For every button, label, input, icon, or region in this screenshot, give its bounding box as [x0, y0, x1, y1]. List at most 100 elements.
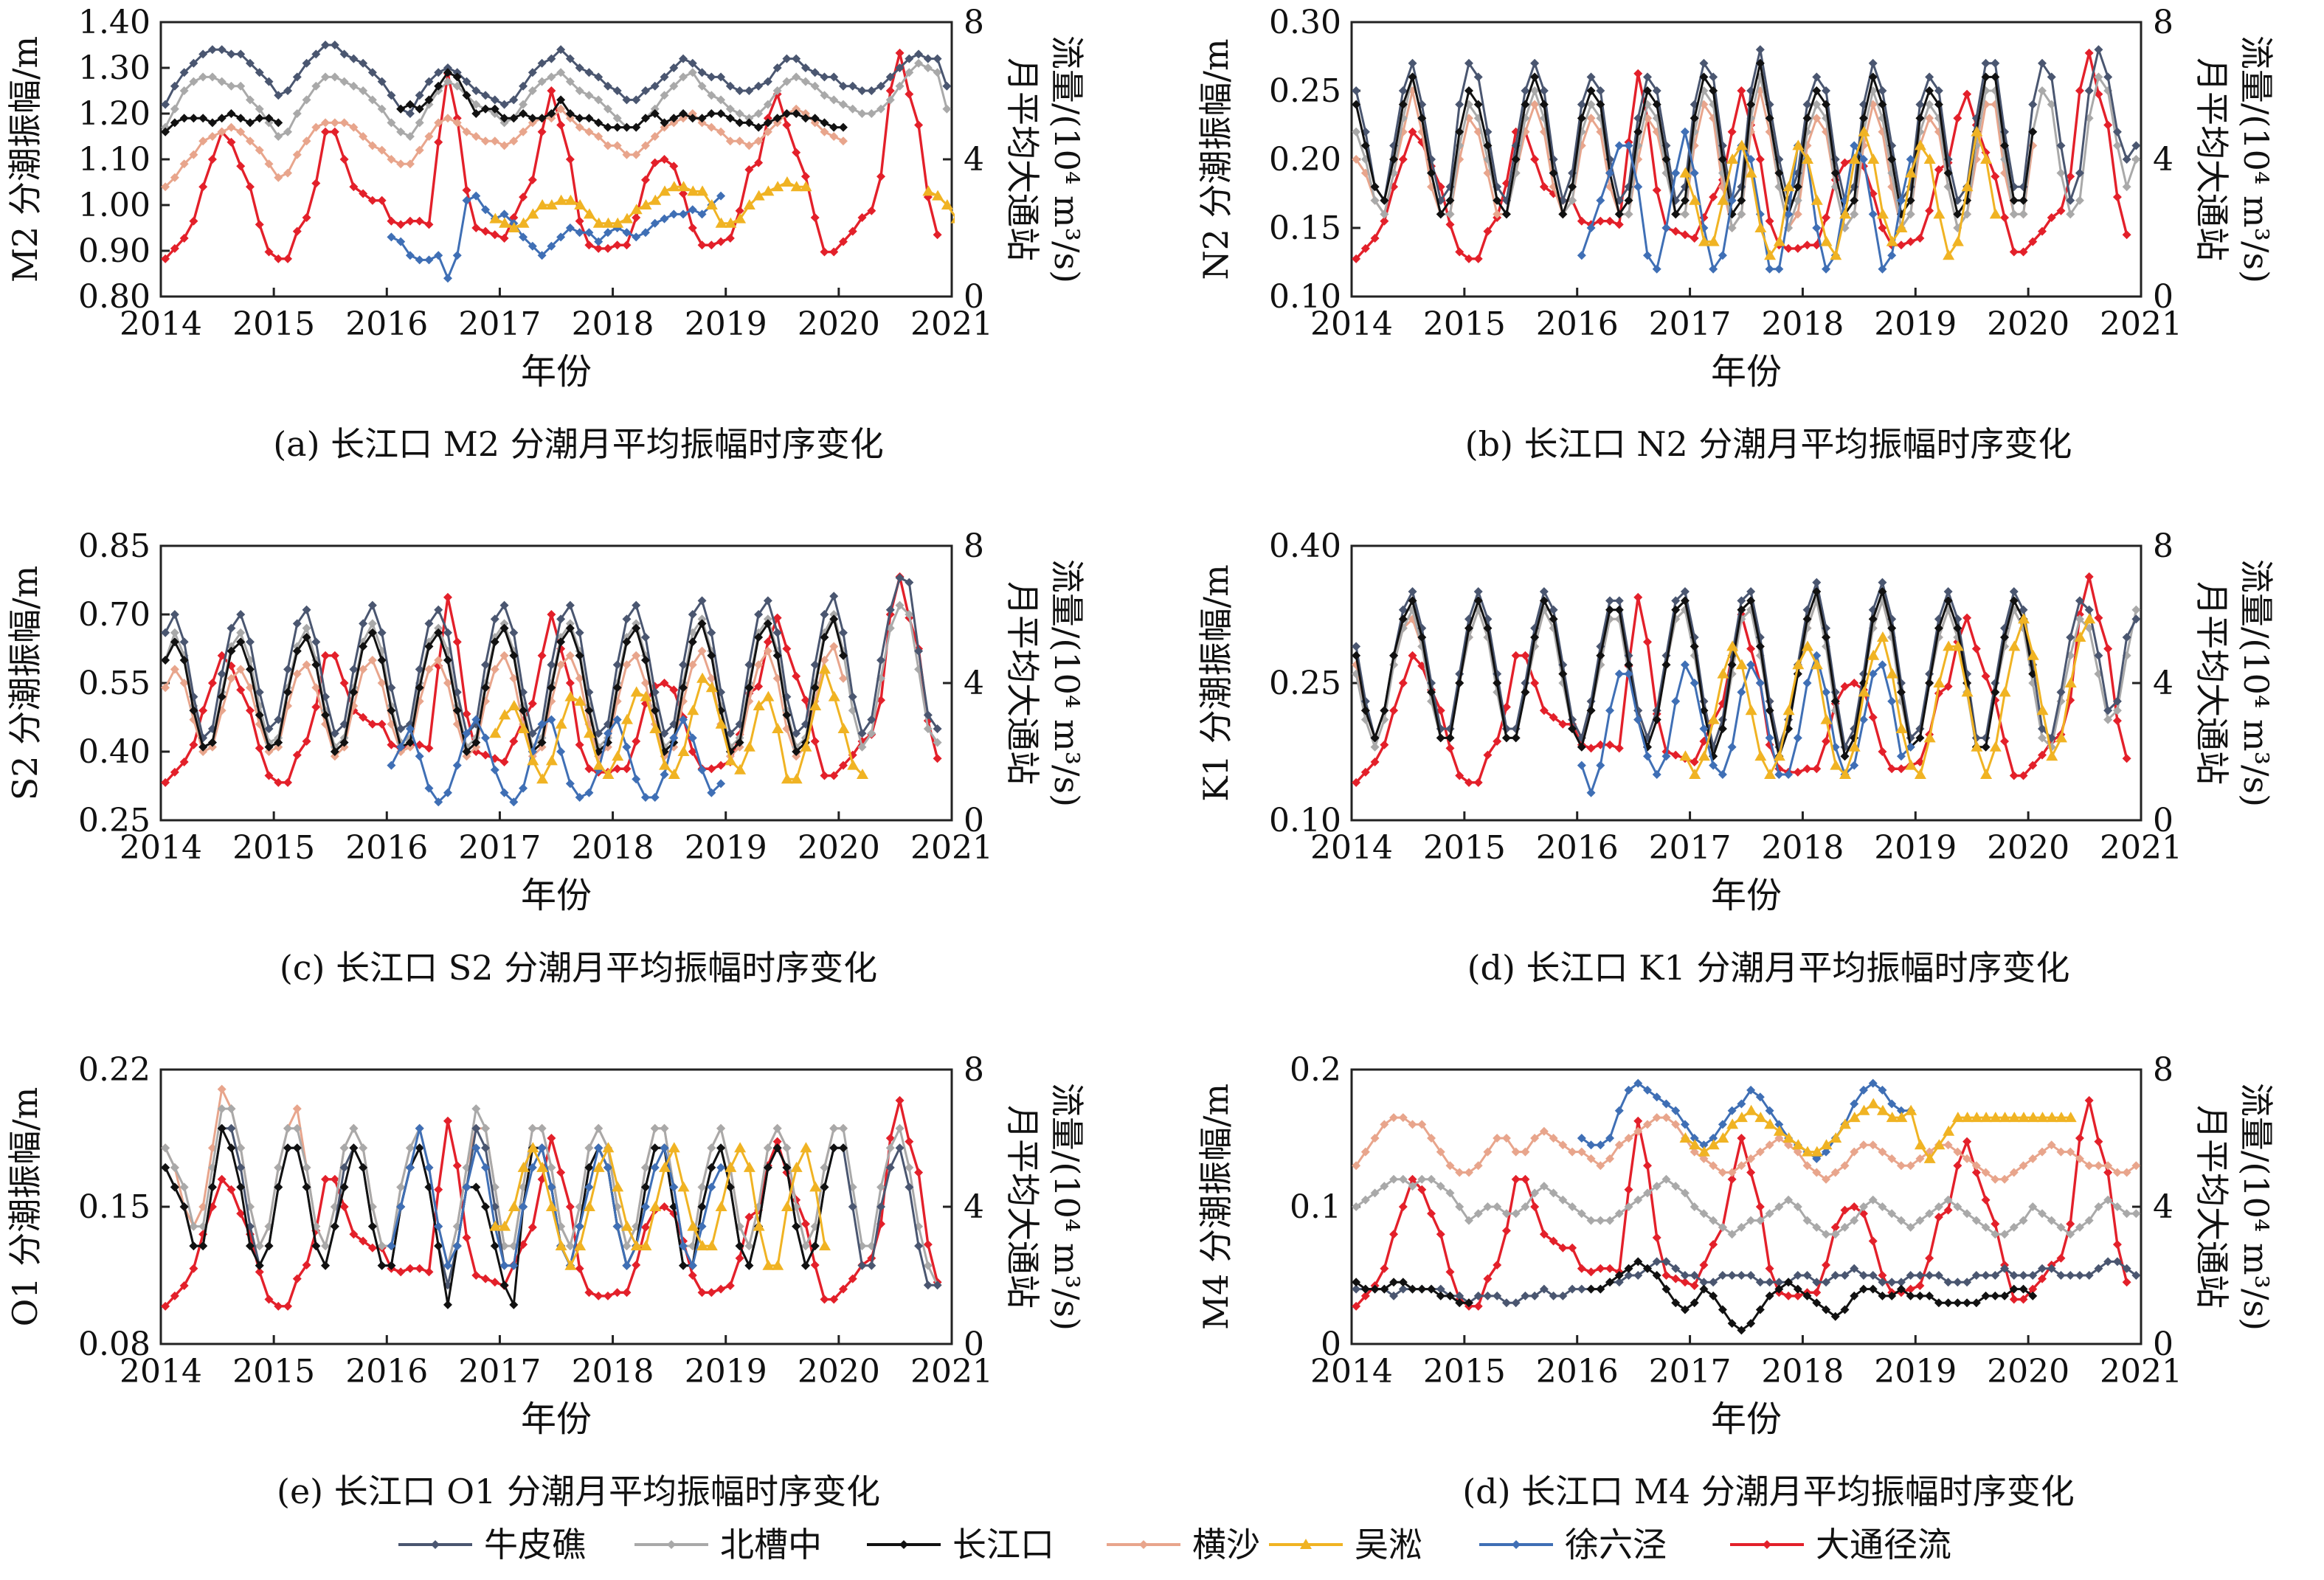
data-point: [800, 1261, 810, 1270]
data-point: [349, 1143, 359, 1153]
data-point: [829, 614, 839, 624]
data-point: [763, 77, 772, 86]
data-point: [547, 114, 556, 123]
data-point: [274, 132, 283, 141]
data-point: [922, 185, 935, 196]
data-point: [499, 100, 509, 109]
data-point: [387, 91, 396, 100]
data-point: [1962, 1278, 1972, 1287]
data-point: [1793, 1284, 1802, 1294]
data-point: [716, 760, 726, 770]
data-point: [1380, 195, 1389, 205]
data-point: [1501, 1226, 1511, 1236]
data-point: [1436, 209, 1445, 219]
data-point: [1511, 155, 1521, 164]
data-point: [612, 217, 624, 228]
data-point: [584, 1143, 594, 1153]
data-point: [1445, 209, 1455, 219]
data-point: [592, 1161, 605, 1172]
data-point: [1830, 1271, 1840, 1280]
data-point: [481, 205, 491, 215]
data-point: [1755, 679, 1765, 687]
data-point: [1820, 713, 1833, 724]
data-point: [1765, 1106, 1774, 1115]
data-point: [330, 72, 339, 82]
data-point: [1709, 760, 1718, 770]
data-point: [1370, 733, 1380, 743]
data-point: [1951, 1112, 1964, 1123]
data-point: [179, 679, 189, 687]
data-point: [339, 1182, 349, 1192]
data-point: [1690, 642, 1699, 651]
data-point: [1887, 1209, 1897, 1219]
data-point: [1605, 605, 1615, 614]
data-point: [810, 683, 820, 693]
data-point: [753, 1220, 765, 1231]
data-point: [1464, 1298, 1473, 1308]
data-point: [537, 738, 547, 747]
data-point: [367, 656, 377, 665]
data-point: [2075, 1154, 2084, 1163]
data-point: [2066, 1230, 2075, 1239]
y-axis-label: O1 分潮振幅/m: [5, 1087, 45, 1327]
data-point: [462, 185, 471, 195]
data-point: [565, 679, 575, 687]
data-point: [933, 738, 942, 747]
data-point: [677, 746, 690, 756]
data-point: [1624, 1271, 1633, 1280]
data-point: [481, 1163, 491, 1172]
data-point: [1661, 155, 1671, 164]
data-point: [1991, 58, 2000, 68]
data-point: [255, 1241, 264, 1251]
y2-tick-label: 0: [964, 1326, 984, 1363]
data-point: [1436, 1291, 1445, 1300]
data-point: [2009, 247, 2019, 257]
data-point: [349, 182, 359, 192]
data-point: [170, 665, 179, 674]
data-point: [1699, 1284, 1709, 1294]
data-point: [1971, 1216, 1981, 1225]
data-point: [715, 1201, 727, 1211]
data-point: [1464, 1168, 1473, 1177]
data-point: [1445, 1188, 1455, 1198]
data-point: [1737, 1134, 1746, 1143]
data-point: [575, 63, 584, 72]
data-point: [1746, 1271, 1756, 1280]
data-point: [612, 122, 622, 132]
data-point: [1953, 1298, 1962, 1308]
data-point: [443, 274, 452, 283]
data-point: [603, 228, 612, 238]
chart-panel-f: 2014 2015 2016 2017 2018 2019 2020 202100.10.20…: [1196, 1051, 2276, 1511]
data-point: [1793, 243, 1802, 253]
data-point: [1868, 713, 1878, 722]
data-point: [1953, 1278, 1962, 1287]
data-point: [556, 614, 566, 624]
data-point: [1549, 713, 1558, 722]
series-line: [1355, 1178, 2137, 1236]
data-point: [1811, 1146, 1823, 1157]
data-point: [1802, 679, 1812, 687]
data-point: [236, 665, 246, 674]
data-point: [321, 1261, 331, 1270]
data-point: [584, 764, 594, 774]
data-point: [707, 109, 716, 118]
data-point: [2066, 195, 2075, 205]
data-point: [1549, 605, 1558, 614]
data-point: [1953, 1202, 1962, 1211]
data-point: [359, 1236, 368, 1246]
x-tick-label: 2017: [458, 305, 541, 343]
data-point: [255, 114, 264, 123]
data-point: [471, 715, 481, 724]
data-point: [1698, 235, 1710, 246]
data-point: [528, 1163, 537, 1172]
data-point: [311, 702, 321, 712]
data-point: [255, 1261, 264, 1270]
data-point: [330, 729, 339, 738]
data-point: [1953, 209, 1962, 219]
data-point: [1727, 1319, 1737, 1328]
y-tick-label: 0.25: [1269, 72, 1341, 110]
data-point: [838, 122, 848, 132]
data-point: [1737, 1099, 1746, 1109]
data-point: [1812, 100, 1822, 109]
data-point: [528, 699, 537, 708]
